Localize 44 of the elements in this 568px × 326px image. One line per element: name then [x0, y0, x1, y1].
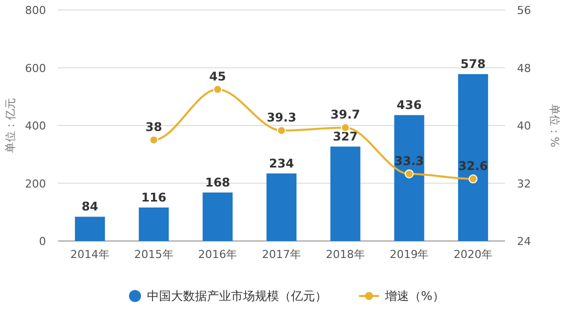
- x-tick-label: 2019年: [390, 248, 429, 261]
- bar: [330, 146, 360, 241]
- y2-tick-label: 48: [517, 62, 531, 75]
- data-label: 33.3: [394, 154, 424, 168]
- data-label: 38: [145, 120, 162, 134]
- x-tick-label: 2014年: [70, 248, 110, 261]
- data-label: 234: [268, 156, 294, 170]
- x-tick-label: 2020年: [454, 248, 493, 261]
- legend-label: 增速（%）: [384, 289, 444, 303]
- bar: [266, 173, 296, 241]
- x-tick-label: 2017年: [262, 248, 301, 261]
- y2-tick-label: 24: [517, 235, 531, 248]
- x-tick-label: 2018年: [326, 248, 365, 261]
- legend-label: 中国大数据产业市场规模（亿元）: [147, 289, 327, 303]
- y-tick-label: 800: [25, 4, 46, 17]
- bar: [138, 208, 169, 241]
- data-label: 39.3: [266, 110, 296, 125]
- x-tick-label: 2015年: [134, 248, 174, 261]
- y2-tick-label: 32: [517, 177, 531, 190]
- point: [213, 84, 222, 94]
- bar: [458, 74, 488, 241]
- y-tick-label: 400: [25, 120, 46, 132]
- data-label: 84: [82, 200, 98, 214]
- point: [468, 174, 478, 184]
- data-label: 578: [460, 57, 486, 72]
- point: [404, 169, 414, 178]
- data-label: 327: [332, 130, 358, 144]
- x-tick-label: 2016年: [198, 248, 238, 261]
- data-label: 168: [205, 175, 230, 190]
- y2-tick-label: 56: [517, 4, 531, 17]
- data-label: 39.7: [330, 108, 360, 122]
- bar: [202, 192, 233, 241]
- y-tick-label: 200: [25, 177, 46, 190]
- y2-tick-label: 40: [517, 120, 531, 132]
- y-tick-label: 0: [39, 235, 46, 248]
- data-label: 116: [141, 190, 166, 205]
- y-tick-label: 600: [25, 62, 46, 75]
- bar: [74, 216, 105, 241]
- y-axis-title: 单位：亿元: [4, 98, 17, 153]
- bar: [394, 115, 424, 241]
- y2-axis-title: 单位：%: [548, 104, 561, 148]
- data-label: 436: [396, 98, 422, 112]
- data-label: 32.6: [458, 158, 488, 173]
- data-label: 45: [209, 69, 226, 84]
